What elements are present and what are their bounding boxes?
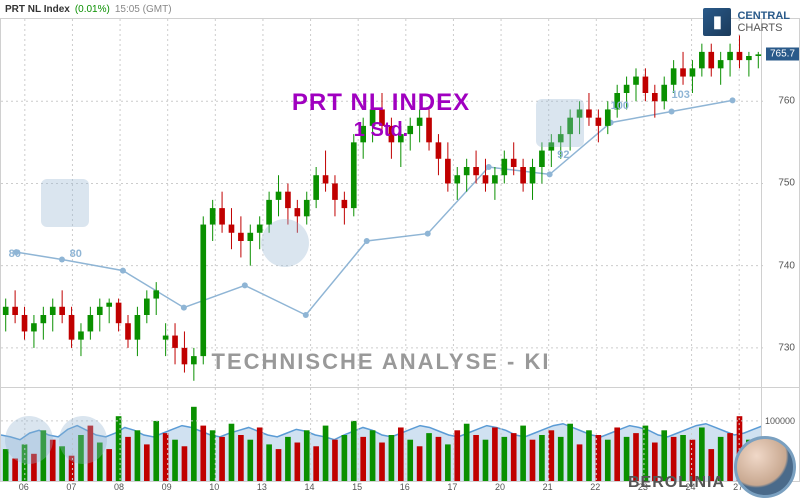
watermark-icon <box>59 416 107 464</box>
chart-header: PRT NL Index (0.01%) 15:05 (GMT) <box>0 0 800 18</box>
y-tick: 740 <box>778 260 795 271</box>
volume-y-tick: 100000 <box>765 416 795 426</box>
x-tick: 08 <box>114 482 124 492</box>
x-tick: 17 <box>447 482 457 492</box>
indicator-value: 103 <box>672 89 690 101</box>
indicator-value: 100 <box>611 100 629 112</box>
current-price-tag: 765.7 <box>766 48 799 61</box>
timestamp: 15:05 (GMT) <box>115 4 172 15</box>
y-tick: 750 <box>778 178 795 189</box>
indicator-value: 80 <box>70 248 82 260</box>
x-tick: 14 <box>305 482 315 492</box>
logo-text: CENTRALCHARTS <box>737 10 790 34</box>
watermark-icon <box>5 416 53 464</box>
x-tick: 21 <box>543 482 553 492</box>
y-tick: 730 <box>778 342 795 353</box>
x-tick: 07 <box>66 482 76 492</box>
x-tick: 15 <box>352 482 362 492</box>
x-tick: 06 <box>19 482 29 492</box>
x-tick: 20 <box>495 482 505 492</box>
watermark-icon <box>536 99 584 147</box>
x-tick: 10 <box>209 482 219 492</box>
brand-label: BEROLINIA <box>628 474 725 492</box>
y-tick: 760 <box>778 96 795 107</box>
indicator-value: 92 <box>557 149 569 161</box>
price-y-axis: 730 740 750 760 765.7 <box>762 18 800 388</box>
indicator-value: 80 <box>9 248 21 260</box>
logo-icon: ▮ <box>703 8 731 36</box>
x-tick: 16 <box>400 482 410 492</box>
price-change-pct: (0.01%) <box>75 4 110 15</box>
provider-logo[interactable]: ▮ CENTRALCHARTS <box>703 8 790 36</box>
price-chart[interactable]: PRT NL INDEX 1 Std. TECHNISCHE ANALYSE -… <box>0 18 762 388</box>
watermark-icon <box>41 179 89 227</box>
x-tick: 09 <box>162 482 172 492</box>
x-tick: 13 <box>257 482 267 492</box>
volume-chart[interactable] <box>0 388 762 482</box>
x-tick: 22 <box>590 482 600 492</box>
watermark-icon <box>261 219 309 267</box>
avatar-icon[interactable] <box>734 436 796 498</box>
instrument-name: PRT NL Index <box>5 4 70 15</box>
